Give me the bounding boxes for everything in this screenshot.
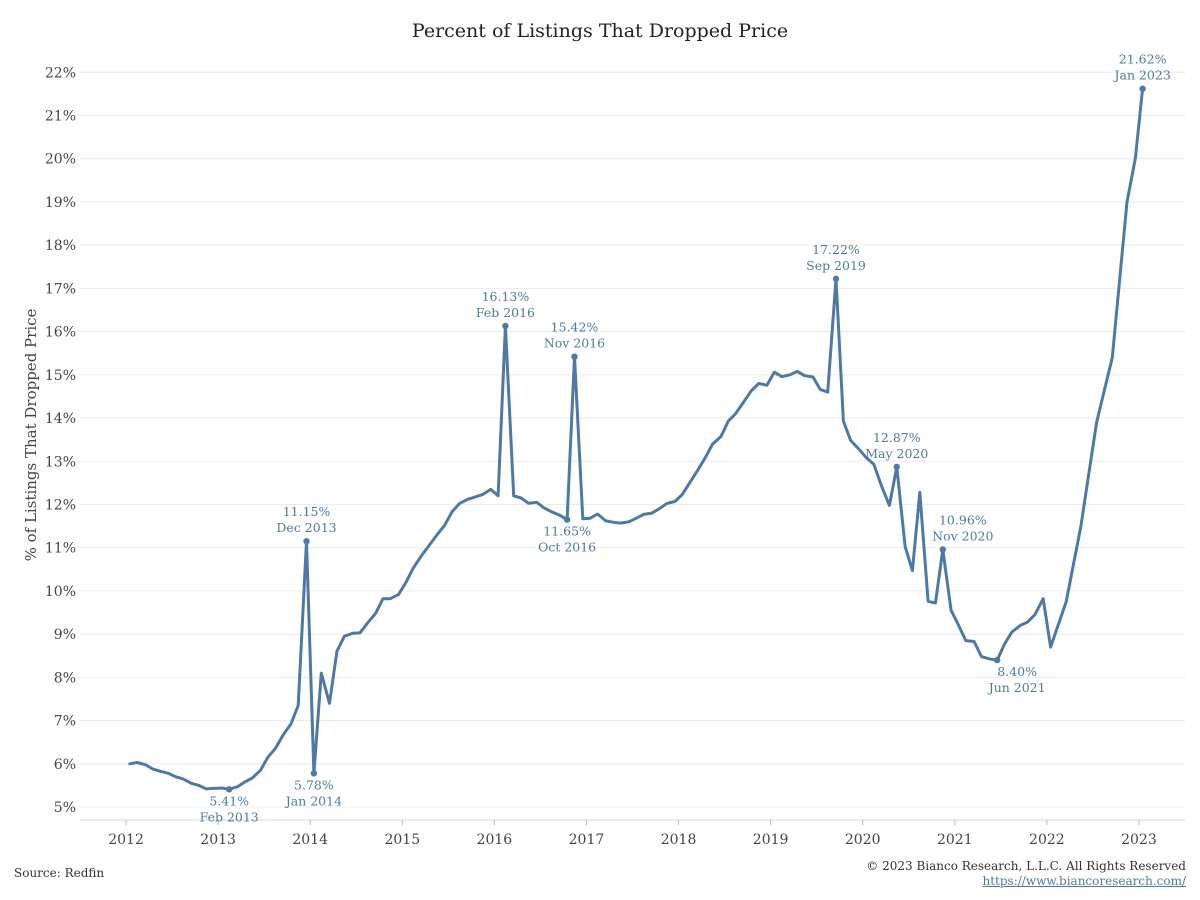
annotation-point [1139, 85, 1146, 92]
y-tick-label: 19% [45, 195, 76, 211]
annotation-date: Jan 2023 [1112, 68, 1170, 83]
x-tick-label: 2013 [200, 832, 236, 848]
y-tick-label: 10% [45, 584, 76, 600]
y-tick-label: 15% [45, 368, 76, 384]
annotation-date: Jan 2014 [284, 793, 342, 808]
y-tick-label: 22% [45, 65, 76, 81]
x-tick-label: 2021 [937, 832, 973, 848]
y-tick-label: 13% [45, 454, 76, 470]
chart-title: Percent of Listings That Dropped Price [412, 20, 788, 42]
annotation-point [832, 275, 840, 283]
y-axis-label: % of Listings That Dropped Price [22, 308, 40, 561]
annotation-value: 8.40% [997, 664, 1037, 679]
annotation-date: Jun 2021 [987, 680, 1046, 695]
copyright-text: © 2023 Bianco Research, L.L.C. All Right… [866, 859, 1186, 873]
x-tick-label: 2018 [661, 832, 697, 848]
y-tick-label: 5% [54, 800, 76, 816]
annotation-value: 21.62% [1119, 52, 1167, 67]
y-tick-label: 18% [45, 238, 76, 254]
y-tick-label: 14% [45, 411, 76, 427]
y-tick-label: 6% [54, 757, 76, 773]
annotation-value: 15.42% [551, 320, 599, 335]
y-tick-label: 20% [45, 152, 76, 168]
y-axis-ticks: 5% 6% 7% 8% 9% 10% 11% 12% 13% 14% 15% 16% 17% 18% 19%… [45, 65, 76, 816]
annotation-value: 16.13% [482, 289, 530, 304]
annotation-date: Feb 2016 [476, 305, 535, 320]
annotation-point [310, 770, 318, 777]
annotation-date: Feb 2013 [200, 809, 259, 824]
annotation-value: 11.65% [543, 524, 591, 539]
annotation-date: Sep 2019 [806, 258, 866, 273]
y-tick-label: 17% [45, 281, 76, 297]
annotation-date: Oct 2016 [538, 540, 596, 555]
y-tick-label: 9% [54, 627, 76, 643]
annotation-point [893, 463, 900, 471]
x-tick-label: 2012 [108, 832, 144, 848]
annotation-point [563, 516, 571, 523]
y-tick-label: 11% [45, 541, 76, 557]
y-tick-label: 16% [45, 325, 76, 341]
website-link[interactable]: https://www.biancoresearch.com/ [982, 874, 1186, 888]
series-line [128, 87, 1145, 791]
x-axis-ticks: 2012 2013 2014 2015 2016 2017 2018 2019 2020 2021… [108, 820, 1157, 848]
annotation-value: 11.15% [283, 504, 331, 519]
source-note: Source: Redfin [14, 866, 105, 880]
annotation-point [939, 546, 947, 553]
annotation-value: 5.78% [294, 777, 334, 792]
annotation-value: 17.22% [812, 242, 860, 257]
annotation-value: 5.41% [209, 793, 249, 808]
x-tick-label: 2022 [1029, 832, 1065, 848]
annotation-point [225, 786, 233, 793]
annotation-value: 10.96% [939, 512, 987, 527]
annotation-value: 12.87% [873, 430, 921, 445]
footer-credits: © 2023 Bianco Research, L.L.C. All Right… [866, 859, 1186, 889]
y-tick-label: 7% [54, 714, 76, 730]
y-tick-label: 21% [45, 109, 76, 125]
y-tick-label: 8% [54, 670, 76, 686]
annotation-point [303, 538, 310, 545]
annotation-point [502, 322, 509, 330]
x-tick-label: 2023 [1121, 832, 1157, 848]
x-tick-label: 2019 [753, 832, 789, 848]
x-tick-label: 2015 [384, 832, 420, 848]
annotation-date: Nov 2016 [544, 336, 605, 351]
annotation-date: Nov 2020 [932, 528, 993, 543]
annotation-point [993, 656, 1001, 664]
y-tick-label: 12% [45, 497, 76, 513]
x-tick-label: 2017 [569, 832, 605, 848]
annotation-layer: 5.41%Feb 2013 11.15%Dec 2013 5.78%Jan 2014… [200, 52, 1171, 825]
series-layer [128, 87, 1145, 791]
annotation-date: Dec 2013 [276, 520, 336, 535]
annotation-date: May 2020 [865, 446, 928, 461]
x-tick-label: 2020 [845, 832, 881, 848]
x-tick-label: 2016 [477, 832, 513, 848]
annotation-point [571, 353, 578, 360]
grid-lines [80, 71, 1185, 821]
x-tick-label: 2014 [292, 832, 328, 848]
